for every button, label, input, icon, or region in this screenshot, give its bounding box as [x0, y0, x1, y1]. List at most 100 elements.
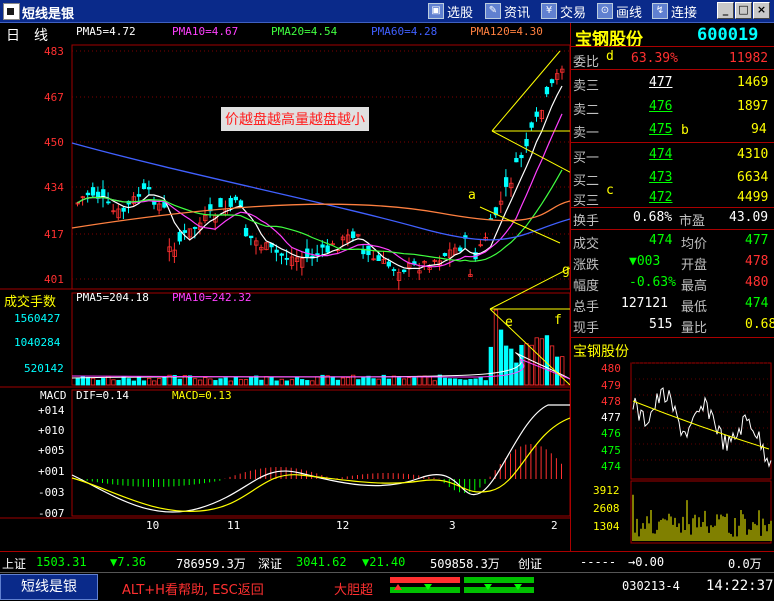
stock-name[interactable]: 宝钢股份	[575, 30, 643, 50]
candle-body	[172, 249, 177, 257]
pe-value: 43.09	[729, 210, 769, 225]
window-title: 短线是银	[22, 7, 75, 22]
candle-body	[371, 258, 376, 261]
candle-body	[503, 177, 509, 187]
volume-bar	[468, 378, 473, 386]
maximize-button[interactable]: □	[735, 2, 752, 19]
mini-price-tick: 480	[601, 362, 621, 375]
minimize-button[interactable]: _	[717, 2, 734, 19]
candle-body	[340, 236, 346, 241]
toolbar-connect-button[interactable]: ↯ 连接	[652, 2, 697, 21]
volume-bar	[264, 376, 269, 386]
kline-chart-area[interactable]: 日 线 PMA5=4.72 PMA10=4.67 PMA20=4.54 PMA6…	[0, 23, 689, 551]
candle-body	[254, 240, 259, 246]
stat-value: 480	[745, 275, 769, 290]
volume-bar	[136, 376, 142, 386]
ask-label: 卖一	[573, 126, 600, 141]
candle-body	[555, 73, 560, 80]
candle-body	[519, 154, 524, 159]
stats-row: 现手 515 量比 0.68	[571, 317, 774, 336]
volume-bar	[524, 343, 529, 386]
status-bar: 短线是银 ALT+H看帮助, ESC返回 大胆超 030213-4 14:22:…	[0, 572, 774, 601]
turnover-value: 0.68%	[633, 210, 673, 225]
volume-bar	[325, 375, 330, 386]
bid-row-1[interactable]: 买一 474 4310	[571, 147, 774, 166]
volume-bar	[233, 376, 239, 386]
period-label[interactable]: 日 线	[6, 28, 48, 44]
volume-bar	[85, 376, 91, 386]
candle-body	[529, 122, 534, 128]
candle-body	[432, 259, 437, 262]
stock-code[interactable]: 600019	[697, 25, 759, 45]
candle-body	[85, 192, 91, 196]
status-app-name[interactable]: 短线是银	[0, 574, 98, 600]
volume-bar	[544, 335, 550, 386]
mini-price-tick: 476	[601, 427, 621, 440]
vol-pma10-label: PMA10=242.32	[172, 291, 252, 304]
macd-tick: +014	[38, 404, 65, 417]
x-tick: 2	[551, 519, 558, 532]
intraday-mini-chart[interactable]	[571, 361, 774, 551]
volume-bar	[503, 345, 509, 386]
chart-note: 价越盘越高量越盘越小	[221, 107, 369, 131]
volume-bar	[203, 377, 208, 386]
mini-vol-tick: 2608	[593, 502, 620, 515]
pma5-label: PMA5=4.72	[76, 25, 136, 38]
kline-chart-svg[interactable]	[0, 23, 620, 551]
ask-row-3[interactable]: 卖三 477 1469	[571, 75, 774, 94]
x-tick: 10	[146, 519, 160, 532]
ask-row-2[interactable]: 卖二 476 1897	[571, 99, 774, 118]
price-panel-frame	[71, 44, 571, 290]
volume-bar	[412, 377, 417, 386]
volume-bar	[111, 379, 116, 386]
sh-amount: 786959.3万	[176, 557, 246, 571]
stat-value: 477	[745, 233, 769, 248]
candle-body	[315, 253, 320, 256]
cy-amount: 0.0万	[728, 557, 762, 571]
toolbar-select-stock-button[interactable]: ▣ 选股	[428, 2, 473, 21]
weibi-diff: 11982	[729, 51, 769, 66]
ask-row-1[interactable]: 卖一 475 94	[571, 122, 774, 141]
candle-body	[274, 249, 279, 253]
annotation-line-a	[479, 206, 561, 244]
candle-body	[396, 271, 402, 281]
sz-value: 3041.62	[296, 555, 347, 569]
volume-bar	[366, 375, 371, 386]
sh-value: 1503.31	[36, 555, 87, 569]
bid-row-2[interactable]: 买二 473 6634	[571, 170, 774, 189]
volume-bar	[172, 375, 177, 386]
quote-panel: 宝钢股份 600019 委比 63.39% 11982 卖三 477 1469 …	[570, 23, 774, 551]
toolbar-draw-line-button[interactable]: ⊙ 画线	[597, 2, 642, 21]
volume-bar	[386, 378, 392, 386]
toolbar-news-button[interactable]: ✎ 资讯	[485, 2, 530, 21]
volume-bar	[126, 378, 131, 386]
pma10-label: PMA10=4.67	[172, 25, 239, 38]
volume-tick: 1040284	[14, 336, 61, 349]
ask-label: 卖三	[573, 79, 600, 94]
pma20-label: PMA20=4.54	[271, 25, 338, 38]
bid-price: 472	[649, 190, 673, 205]
volume-bar	[90, 377, 96, 386]
ask-price: 475	[649, 122, 673, 137]
volume-bar	[116, 379, 121, 386]
stats-row: 总手 127121 最低 474	[571, 296, 774, 315]
annotation-b: b	[681, 123, 689, 138]
macd-tick: +001	[38, 465, 65, 478]
volume-bar	[391, 375, 397, 386]
app-icon	[3, 3, 20, 20]
candle-body	[498, 200, 504, 205]
close-button[interactable]: ×	[753, 2, 770, 19]
volume-bar	[442, 377, 448, 386]
volume-bar	[96, 379, 101, 386]
candle-body	[182, 230, 188, 233]
volume-bar	[458, 379, 463, 386]
toolbar-trade-button[interactable]: ¥ 交易	[541, 2, 586, 21]
annotation-c: c	[606, 183, 614, 198]
volume-tick: 520142	[24, 362, 64, 375]
dea-line	[71, 417, 571, 512]
bid-row-3[interactable]: 买三 472 4499	[571, 190, 774, 209]
candle-body	[248, 235, 254, 239]
volume-bar	[488, 346, 494, 386]
volume-bar	[320, 374, 325, 386]
stat-value: 0.68	[745, 317, 774, 332]
